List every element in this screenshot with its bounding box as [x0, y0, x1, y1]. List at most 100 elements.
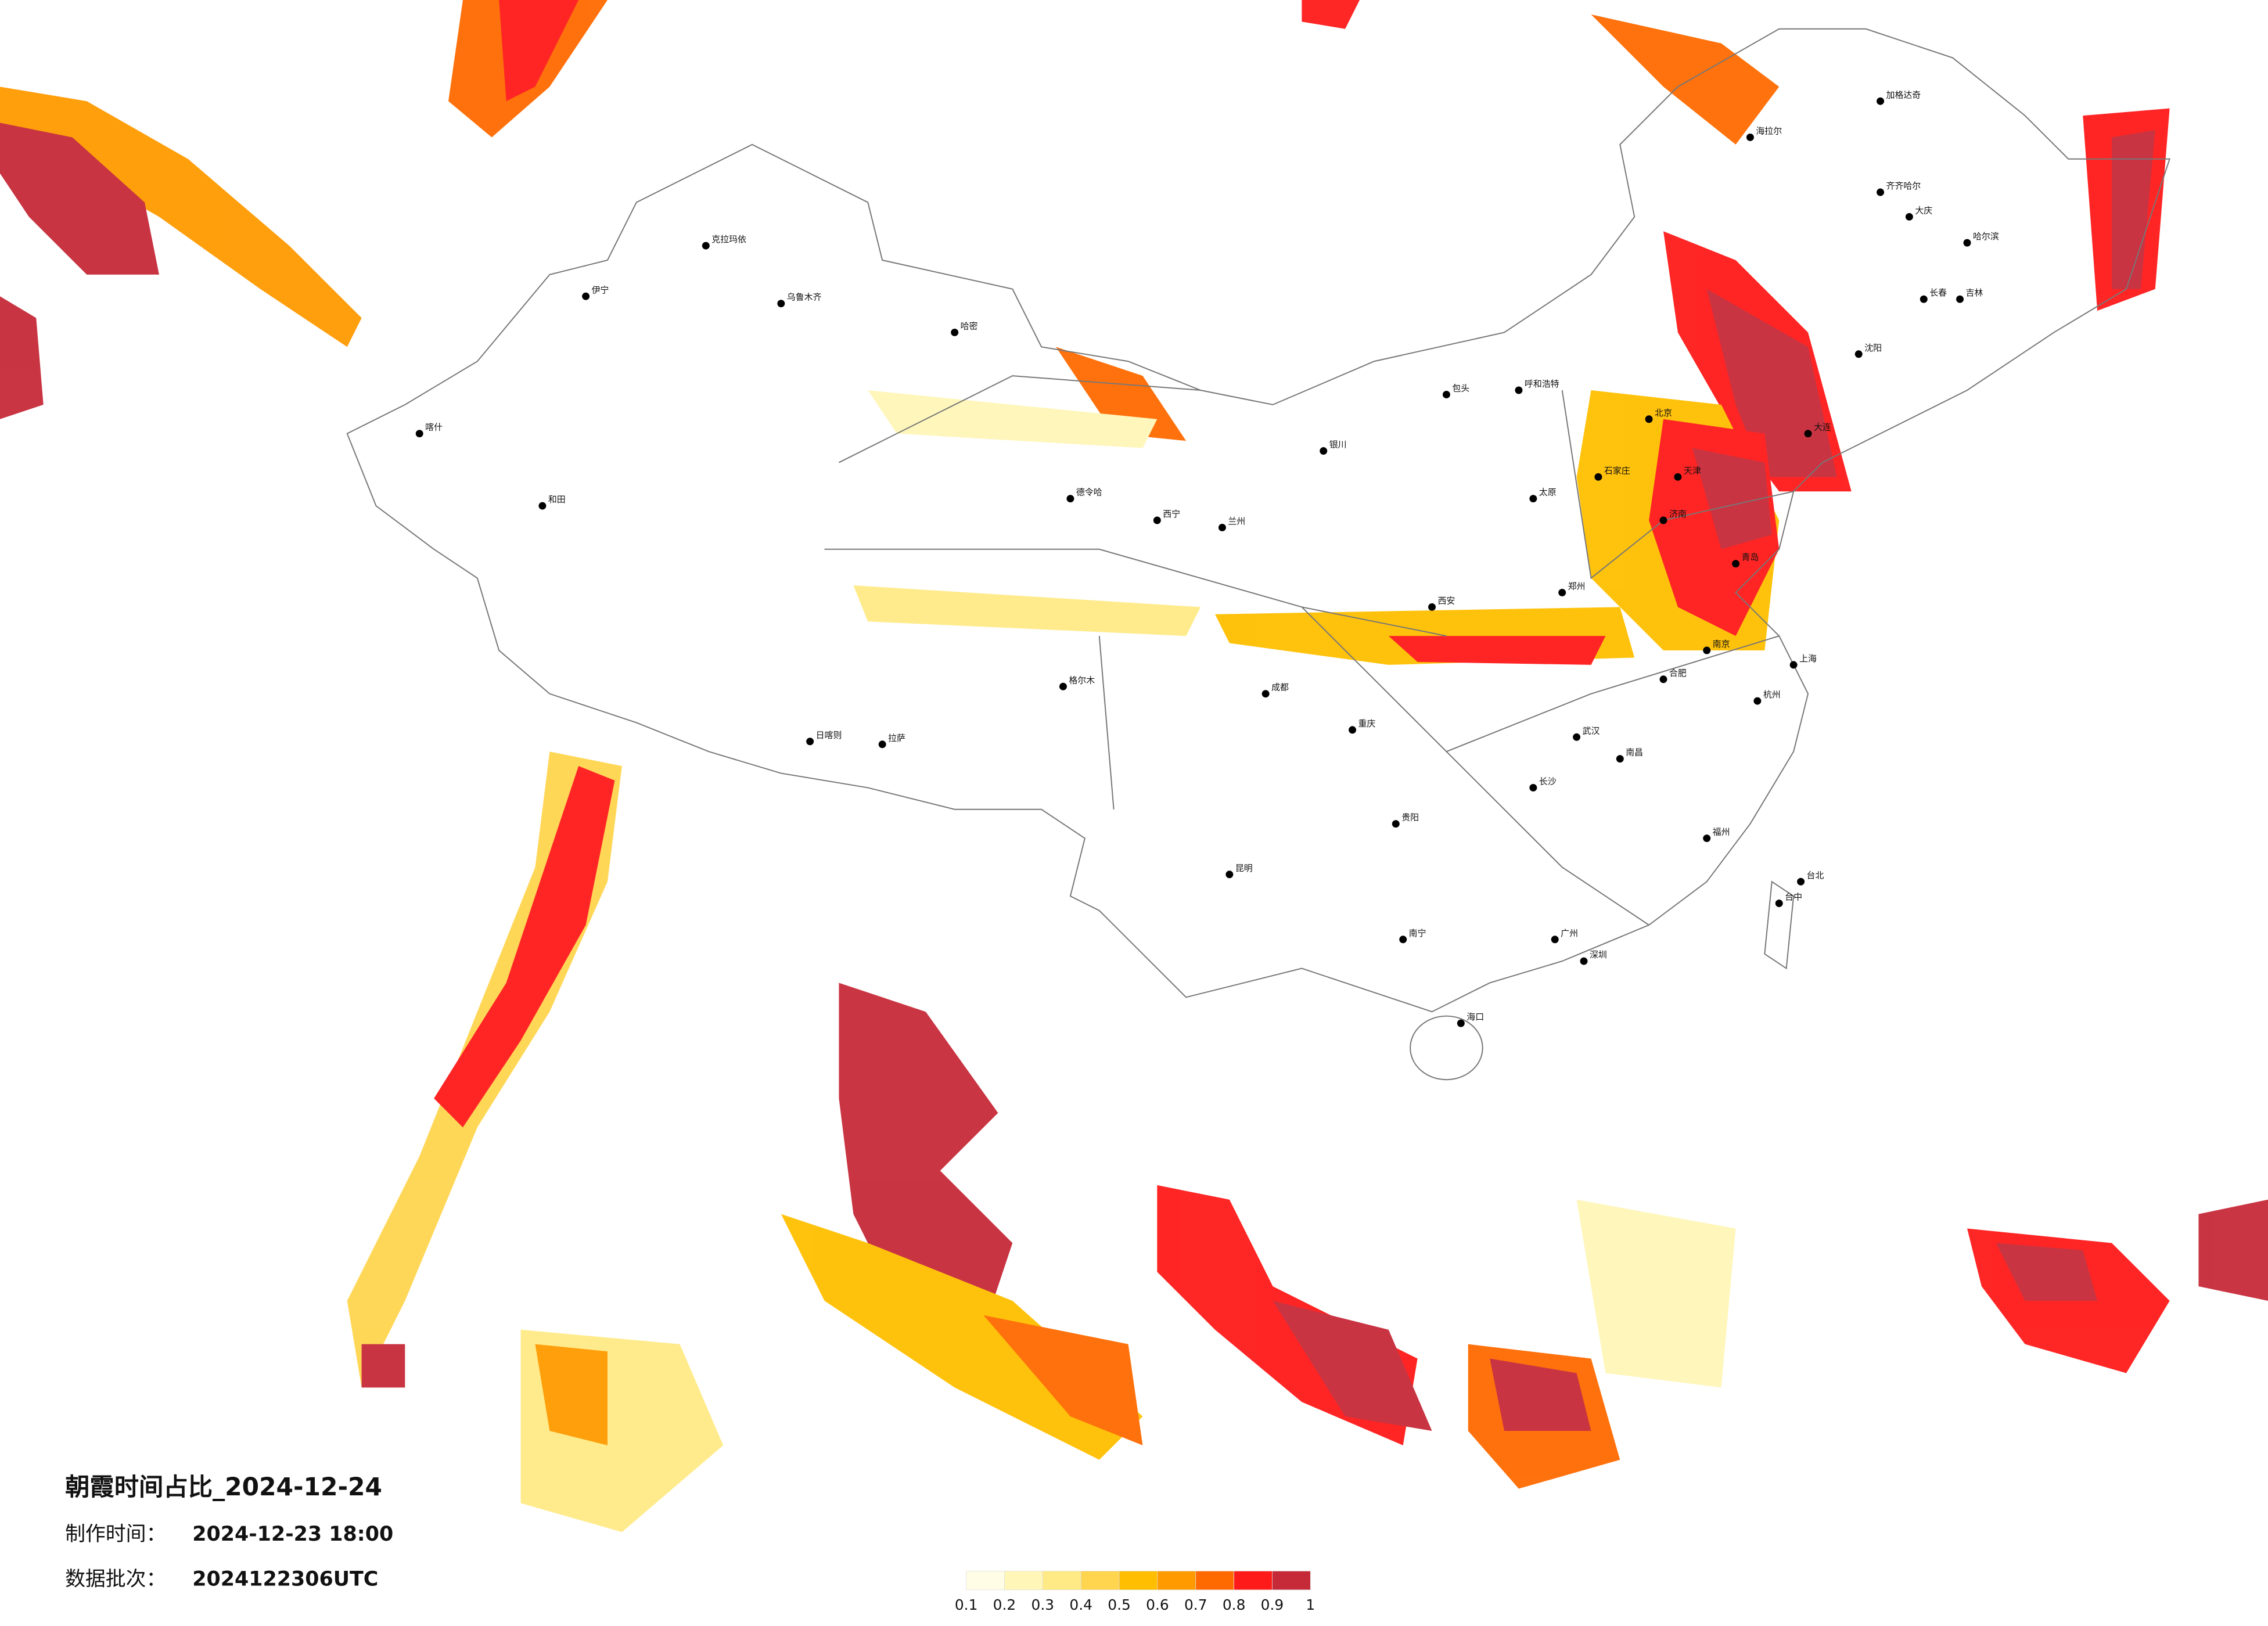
- city-dot: [1515, 386, 1523, 394]
- city-label: 太原: [1539, 487, 1557, 498]
- city-label: 长春: [1929, 287, 1947, 298]
- city-dot: [415, 430, 423, 438]
- colorbar-label: 0.1: [955, 1596, 978, 1613]
- city-dot: [1659, 675, 1667, 684]
- colorbar-label: 0.6: [1146, 1596, 1169, 1613]
- city-dot: [1789, 661, 1798, 669]
- city-label: 北京: [1655, 408, 1672, 418]
- city-label: 哈尔滨: [1973, 231, 1999, 242]
- batch-label: 数据批次：: [65, 1567, 166, 1591]
- city-label: 合肥: [1669, 668, 1687, 678]
- city-dot: [1703, 646, 1711, 654]
- colorbar: 0.1 0.2 0.3 0.4 0.5 0.6 0.7 0.8 0.9 1: [955, 1571, 1315, 1613]
- city-label: 和田: [548, 494, 566, 505]
- city-dot: [1392, 820, 1400, 828]
- city-label: 杭州: [1763, 689, 1781, 700]
- city-dot: [1594, 473, 1602, 481]
- city-dot: [1580, 957, 1588, 965]
- city-label: 日喀则: [816, 730, 842, 740]
- city-label: 乌鲁木齐: [787, 292, 822, 303]
- city-dot: [538, 502, 547, 510]
- city-dot: [1659, 516, 1667, 524]
- city-dot: [951, 328, 959, 336]
- city-dot: [702, 242, 710, 250]
- colorbar-label: 0.8: [1223, 1596, 1246, 1613]
- city-label: 贵阳: [1401, 812, 1419, 823]
- city-dot: [1573, 733, 1581, 741]
- colorbar-swatch: [1080, 1571, 1120, 1591]
- colorbar-swatch: [1042, 1571, 1081, 1591]
- city-label: 吉林: [1965, 287, 1983, 298]
- city-label: 成都: [1271, 682, 1289, 693]
- city-label: 西安: [1437, 595, 1455, 606]
- city-dot: [1854, 350, 1863, 358]
- city-dot: [1349, 726, 1357, 734]
- city-label: 克拉玛依: [711, 234, 746, 244]
- city-dot: [1428, 603, 1436, 611]
- city-label: 南宁: [1409, 928, 1426, 938]
- city-label: 拉萨: [888, 733, 905, 743]
- city-dot: [1225, 870, 1234, 879]
- city-dot: [777, 300, 785, 308]
- title: 朝霞时间占比_2024-12-24: [65, 1473, 382, 1501]
- city-dot: [1059, 682, 1067, 690]
- city-dot: [1905, 213, 1913, 221]
- city-label: 天津: [1684, 465, 1701, 476]
- city-label: 台北: [1807, 870, 1824, 880]
- colorbar-swatch: [1004, 1571, 1043, 1591]
- city-label: 石家庄: [1604, 465, 1630, 476]
- city-label: 齐齐哈尔: [1886, 181, 1921, 191]
- city-label: 长沙: [1539, 776, 1557, 786]
- city-dot: [1551, 936, 1559, 944]
- city-label: 银川: [1329, 440, 1347, 450]
- city-dot: [1645, 415, 1653, 423]
- city-label: 济南: [1669, 509, 1687, 519]
- city-label: 加格达奇: [1886, 89, 1921, 100]
- city-label: 德令哈: [1076, 487, 1102, 498]
- city-dot: [1218, 523, 1226, 531]
- colorbar-label: 0.2: [993, 1596, 1016, 1613]
- colorbar-swatch: [966, 1571, 1005, 1591]
- city-dot: [1963, 239, 1971, 247]
- city-dot: [1746, 133, 1754, 141]
- city-label: 哈密: [961, 321, 978, 331]
- city-dot: [1797, 877, 1805, 886]
- city-dot: [1558, 588, 1566, 596]
- colorbar-swatch: [1195, 1571, 1234, 1591]
- city-label: 郑州: [1568, 581, 1586, 591]
- city-dot: [1877, 97, 1885, 105]
- city-label: 上海: [1799, 653, 1817, 664]
- city-label: 兰州: [1228, 516, 1245, 526]
- city-label: 海口: [1467, 1012, 1484, 1022]
- city-label: 沈阳: [1864, 343, 1882, 353]
- colorbar-label: 0.3: [1031, 1596, 1055, 1613]
- city-dot: [1399, 936, 1407, 944]
- city-label: 台中: [1785, 892, 1802, 902]
- colorbar-label: 0.9: [1261, 1596, 1284, 1613]
- city-dot: [1529, 783, 1537, 792]
- city-label: 青岛: [1741, 552, 1759, 563]
- colorbar-label: 0.5: [1108, 1596, 1131, 1613]
- city-dot: [1804, 430, 1812, 438]
- city-dot: [1674, 473, 1682, 481]
- city-dot: [1775, 900, 1783, 908]
- city-dot: [1320, 447, 1328, 455]
- batch-value: 2024122306UTC: [192, 1567, 378, 1591]
- heat-layer: [0, 0, 2268, 1533]
- city-label: 呼和浩特: [1525, 379, 1559, 389]
- city-dot: [878, 740, 886, 749]
- city-dot: [1529, 495, 1537, 503]
- city-dot: [582, 292, 590, 300]
- city-label: 大连: [1814, 422, 1831, 433]
- city-label: 武汉: [1583, 725, 1600, 736]
- city-label: 南京: [1713, 639, 1730, 649]
- city-dot: [1261, 690, 1270, 698]
- city-label: 福州: [1713, 827, 1730, 837]
- colorbar-swatch: [1119, 1571, 1158, 1591]
- city-dot: [1920, 295, 1928, 303]
- city-label: 南昌: [1626, 747, 1643, 758]
- city-label: 伊宁: [592, 285, 609, 295]
- colorbar-label: 1: [1306, 1596, 1315, 1613]
